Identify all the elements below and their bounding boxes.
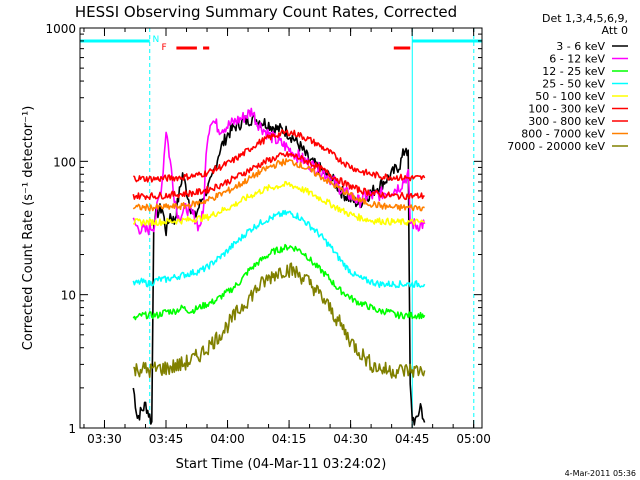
legend-label-2: 12 - 25 keV [542, 65, 605, 78]
plot-frame [79, 27, 483, 429]
legend-label-1: 6 - 12 keV [549, 53, 605, 66]
legend-label-6: 300 - 800 keV [528, 115, 605, 128]
chart-title: HESSI Observing Summary Count Rates, Cor… [75, 3, 457, 21]
legend-label-8: 7000 - 20000 keV [507, 140, 605, 153]
flag-N: N [153, 35, 160, 45]
x-tick-label-3: 04:15 [272, 432, 307, 446]
series-line-4 [132, 180, 425, 227]
x-tick-label-2: 04:00 [210, 432, 245, 446]
series-lines [132, 107, 426, 426]
series-line-7 [132, 158, 425, 212]
legend-header-0: Det 1,3,4,5,6,9, [542, 12, 628, 25]
footer-date: 4-Mar-2011 05:36 [565, 469, 636, 478]
x-tick-label-1: 03:45 [149, 432, 184, 446]
y-tick-label-2: 100 [53, 155, 76, 169]
flag-F: F [161, 43, 166, 53]
x-tick-label-4: 04:30 [333, 432, 368, 446]
legend-label-7: 800 - 7000 keV [521, 128, 605, 141]
legend-label-0: 3 - 6 keV [556, 40, 605, 53]
series-line-5 [133, 129, 426, 183]
y-tick-label-3: 1000 [45, 22, 76, 36]
series-line-6 [132, 151, 425, 201]
series-line-2 [132, 243, 426, 321]
axes: 03:30 03:45 04:00 04:15 04:30 04:45 05:00 1 10 10… [45, 22, 491, 446]
legend-header-1: Att 0 [602, 24, 628, 37]
series-line-3 [132, 209, 426, 289]
x-tick-label-6: 05:00 [456, 432, 491, 446]
x-tick-label-5: 04:45 [395, 432, 430, 446]
series-line-8 [133, 262, 426, 379]
x-axis-label: Start Time (04-Mar-11 03:24:02) [176, 457, 387, 472]
y-tick-label-0: 1 [68, 422, 76, 436]
y-axis-label: Corrected Count Rate (s⁻¹ detector⁻¹) [21, 106, 36, 351]
legend-label-5: 100 - 300 keV [528, 103, 605, 116]
legend-label-3: 25 - 50 keV [542, 78, 605, 91]
x-tick-label-0: 03:30 [87, 432, 122, 446]
legend-label-4: 50 - 100 keV [535, 90, 605, 103]
y-tick-label-1: 10 [61, 289, 76, 303]
